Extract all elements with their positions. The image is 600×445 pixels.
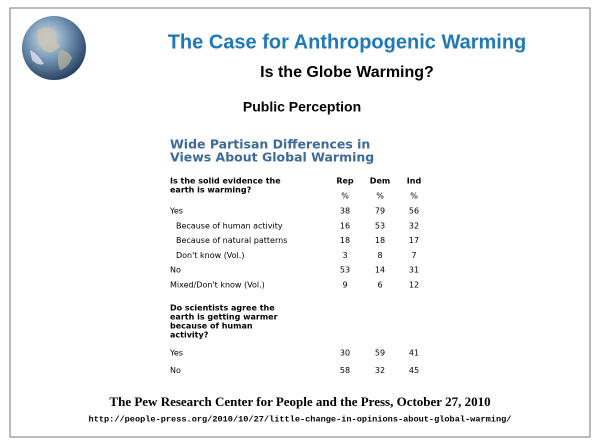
cell: 9 [342, 281, 347, 290]
row-label: No [170, 266, 181, 275]
cell: 79 [375, 207, 385, 216]
cell: 7 [411, 251, 416, 260]
cell: 53 [375, 221, 385, 230]
cell: 14 [375, 266, 385, 275]
column-unit: % [410, 192, 418, 201]
globe [22, 16, 86, 80]
cell: 53 [340, 266, 350, 275]
question: earth is getting warmer [170, 312, 278, 321]
source-url: http://people-press.org/2010/10/27/littl… [89, 414, 512, 424]
cell: 18 [340, 236, 350, 245]
column-header: Dem [370, 177, 390, 186]
source: The Pew Research Center for People and t… [109, 394, 490, 409]
cell: 45 [409, 366, 419, 375]
cell: 6 [377, 281, 382, 290]
cell: 32 [375, 366, 385, 375]
cell: 32 [409, 221, 419, 230]
cell: 16 [340, 221, 350, 230]
column-unit: % [376, 192, 384, 201]
row-label: No [170, 366, 181, 375]
cell: 59 [375, 348, 385, 357]
question: Do scientists agree the [170, 303, 275, 312]
column-header: Ind [407, 177, 422, 186]
column-header: Rep [336, 177, 354, 186]
question: earth is warming? [170, 186, 252, 195]
row-label: Because of natural patterns [176, 236, 287, 245]
row-label: Don't know (Vol.) [176, 251, 244, 260]
cell: 41 [409, 348, 419, 357]
cell: 30 [340, 348, 350, 357]
cell: 8 [377, 251, 382, 260]
cell: 38 [340, 207, 350, 216]
cell: 58 [340, 366, 350, 375]
cell: 18 [375, 236, 385, 245]
question: because of human [170, 321, 253, 330]
cell: 3 [342, 251, 347, 260]
question: activity? [170, 330, 209, 339]
cell: 17 [409, 236, 419, 245]
table-title: Wide Partisan Differences in [170, 137, 370, 152]
row-label: Yes [169, 207, 183, 216]
row-label: Yes [169, 348, 183, 357]
slide-border [9, 7, 591, 438]
column-unit: % [341, 192, 349, 201]
row-label: Because of human activity [176, 221, 283, 230]
slide-subtitle: Is the Globe Warming? [260, 64, 434, 81]
cell: 12 [409, 281, 419, 290]
cell: 56 [409, 207, 419, 216]
slide-title: The Case for Anthropogenic Warming [168, 31, 527, 53]
question: Is the solid evidence the [170, 177, 281, 186]
table-title: Views About Global Warming [170, 150, 374, 165]
section-heading: Public Perception [243, 99, 361, 115]
cell: 31 [409, 266, 419, 275]
row-label: Mixed/Don't know (Vol.) [170, 281, 265, 290]
